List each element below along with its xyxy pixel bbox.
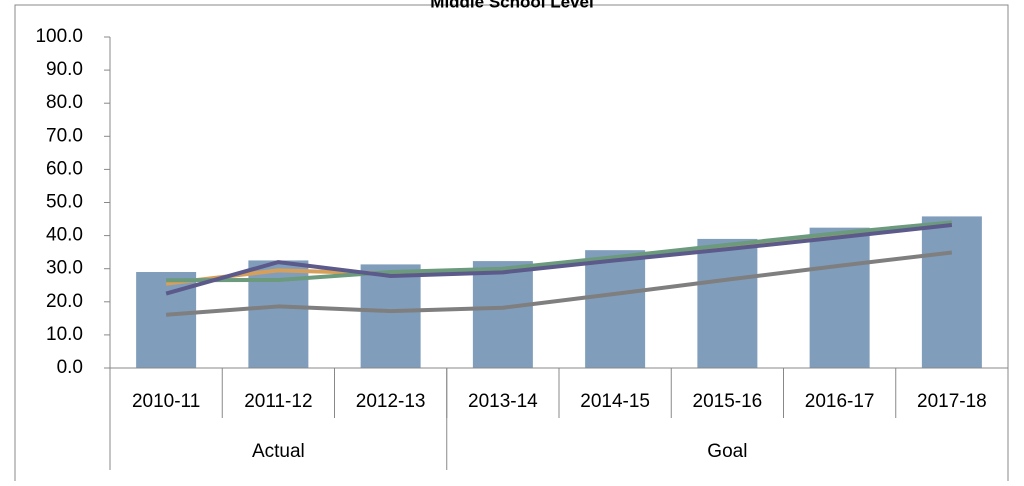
x-tick-label: 2016-17 bbox=[805, 391, 875, 412]
y-tick-label: 10.0 bbox=[46, 324, 83, 345]
bar bbox=[360, 264, 421, 368]
bar bbox=[472, 261, 533, 368]
line-series bbox=[165, 250, 953, 317]
bar bbox=[697, 238, 758, 368]
x-tick-label: 2017-18 bbox=[917, 391, 987, 412]
y-tick-label: 70.0 bbox=[46, 125, 83, 146]
group-label: Actual bbox=[252, 441, 305, 462]
y-tick-label: 50.0 bbox=[46, 192, 83, 213]
x-tick-label: 2014-15 bbox=[580, 391, 650, 412]
y-tick-label: 90.0 bbox=[46, 59, 83, 80]
bar bbox=[809, 227, 870, 368]
y-tick-label: 20.0 bbox=[46, 291, 83, 312]
x-tick-label: 2011-12 bbox=[244, 391, 312, 412]
chart-title: Middle School Level bbox=[430, 0, 593, 11]
y-tick-label: 0.0 bbox=[57, 357, 83, 378]
y-tick-label: 60.0 bbox=[46, 158, 83, 179]
bar bbox=[585, 250, 646, 368]
x-tick-label: 2010-11 bbox=[132, 391, 200, 412]
line-series bbox=[165, 223, 953, 296]
line-series bbox=[166, 220, 953, 283]
x-tick-label: 2015-16 bbox=[693, 391, 763, 412]
group-label: Goal bbox=[707, 441, 747, 462]
x-tick-label: 2013-14 bbox=[468, 391, 538, 412]
y-tick-label: 40.0 bbox=[46, 225, 83, 246]
y-tick-label: 30.0 bbox=[46, 258, 83, 279]
y-tick-label: 100.0 bbox=[35, 26, 83, 47]
x-tick-label: 2012-13 bbox=[356, 391, 426, 412]
bar bbox=[921, 216, 982, 368]
y-tick-label: 80.0 bbox=[46, 92, 83, 113]
